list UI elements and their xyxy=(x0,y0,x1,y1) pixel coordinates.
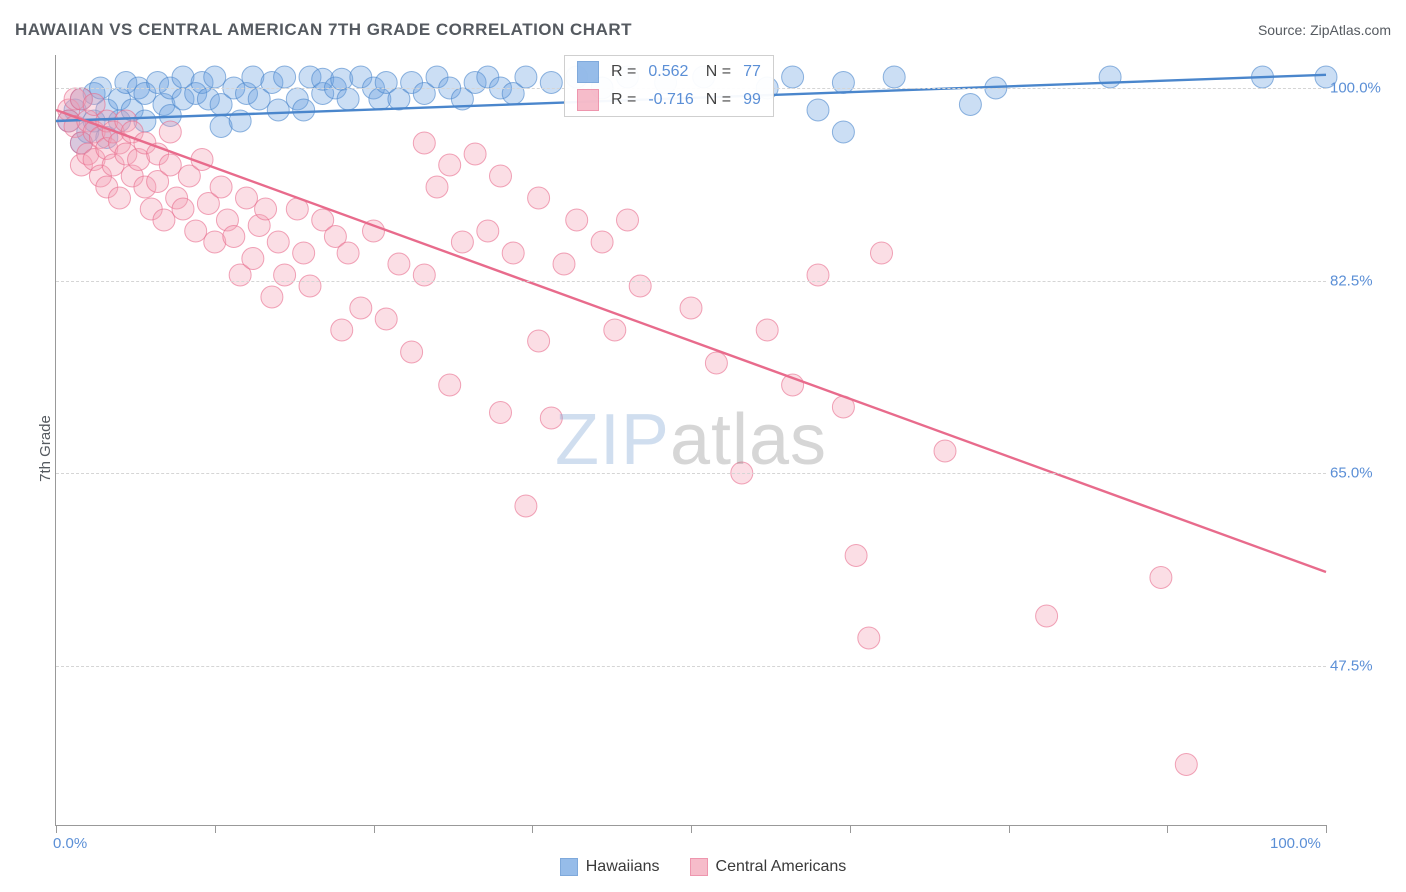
plot-area: ZIPatlas R =0.562N =77R =-0.716N =99 xyxy=(55,55,1326,826)
n-label: N = xyxy=(700,86,737,114)
r-label: R = xyxy=(605,86,642,114)
xtick xyxy=(691,825,692,833)
legend-swatch-hawaiians xyxy=(560,858,578,876)
correlation-legend-box: R =0.562N =77 R =-0.716N =99 xyxy=(564,55,774,117)
legend-label-central_americans: Central Americans xyxy=(716,858,847,876)
n-value-central_americans: 99 xyxy=(737,86,767,114)
xtick xyxy=(1326,825,1327,833)
legend-label-hawaiians: Hawaiians xyxy=(586,858,660,876)
ytick-label: 82.5% xyxy=(1330,272,1373,289)
xtick xyxy=(374,825,375,833)
legend-swatch-hawaiians xyxy=(577,61,599,83)
trend-lines-layer xyxy=(56,55,1326,825)
r-label: R = xyxy=(605,58,642,86)
gridline xyxy=(56,473,1326,474)
ytick-label: 47.5% xyxy=(1330,657,1373,674)
xtick xyxy=(532,825,533,833)
legend-swatch-central_americans xyxy=(690,858,708,876)
xtick xyxy=(215,825,216,833)
legend-swatch-central_americans xyxy=(577,89,599,111)
legend-item-hawaiians: Hawaiians xyxy=(560,858,660,876)
r-value-hawaiians: 0.562 xyxy=(642,58,699,86)
r-value-central_americans: -0.716 xyxy=(642,86,699,114)
ytick-label: 65.0% xyxy=(1330,465,1373,482)
chart-title: HAWAIIAN VS CENTRAL AMERICAN 7TH GRADE C… xyxy=(15,20,632,40)
trend-line-central_americans xyxy=(56,110,1326,572)
xtick xyxy=(1009,825,1010,833)
xtick xyxy=(1167,825,1168,833)
xtick-label: 0.0% xyxy=(53,835,87,852)
y-axis-label: 7th Grade xyxy=(37,415,54,482)
gridline xyxy=(56,666,1326,667)
legend-item-central_americans: Central Americans xyxy=(690,858,847,876)
source-label: Source: ZipAtlas.com xyxy=(1258,22,1391,38)
ytick-label: 100.0% xyxy=(1330,80,1381,97)
xtick-label: 100.0% xyxy=(1270,835,1321,852)
n-value-hawaiians: 77 xyxy=(737,58,767,86)
xtick xyxy=(56,825,57,833)
gridline xyxy=(56,281,1326,282)
legend-bottom: Hawaiians Central Americans xyxy=(0,858,1406,876)
xtick xyxy=(850,825,851,833)
n-label: N = xyxy=(700,58,737,86)
